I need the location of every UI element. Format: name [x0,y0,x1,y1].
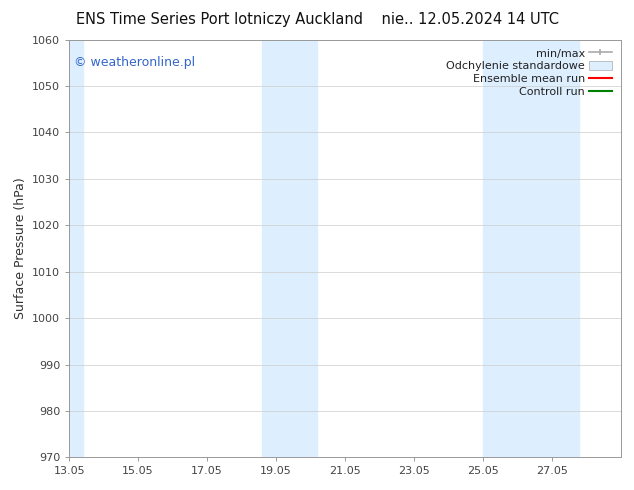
Title: ENS Time Series Port lotniczy Auckland      nie.. 12.05.2024 14 UTC: ENS Time Series Port lotniczy Auckland n… [0,489,1,490]
Text: © weatheronline.pl: © weatheronline.pl [74,56,195,69]
Bar [262,40,317,458]
Y-axis label: Surface Pressure (hPa): Surface Pressure (hPa) [13,178,27,319]
Bar [482,40,579,458]
Legend: min/max, Odchylenie standardowe, Ensemble mean run, Controll run: min/max, Odchylenie standardowe, Ensembl… [443,45,615,100]
Bar [69,40,83,458]
Text: ENS Time Series Port lotniczy Auckland    nie.. 12.05.2024 14 UTC: ENS Time Series Port lotniczy Auckland n… [75,12,559,27]
